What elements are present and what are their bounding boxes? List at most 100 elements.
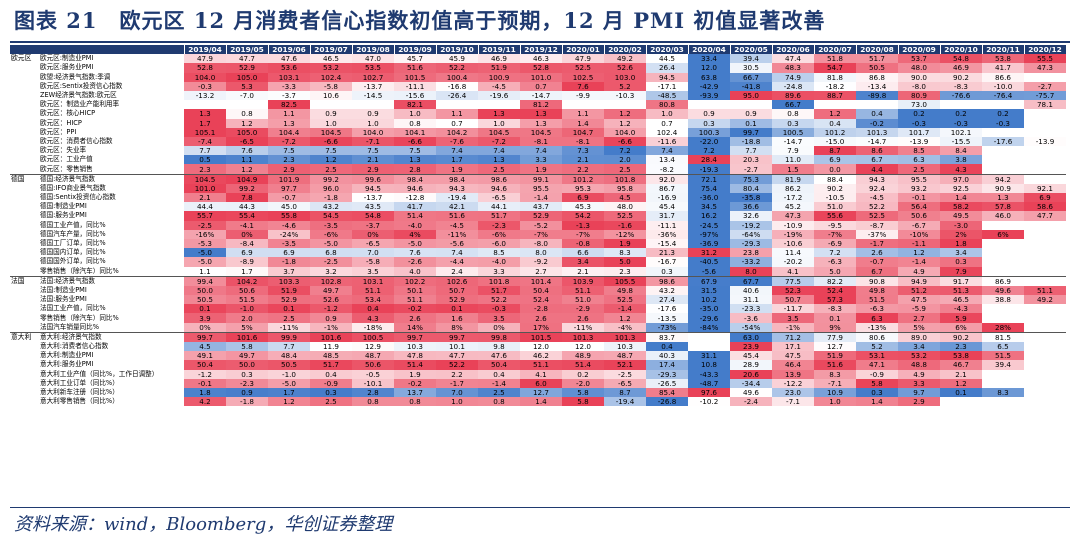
value-cell: 49.7	[310, 285, 352, 296]
value-cell: 0.9	[688, 109, 730, 119]
value-cell: -11.6	[646, 136, 688, 147]
indicator-label: 德国:IFO商业景气指数	[40, 183, 106, 192]
value-cell: -4.5	[436, 220, 478, 230]
value-cell: 98.6	[646, 275, 688, 286]
month-header: 2019/06	[268, 45, 311, 55]
value-cell: 1.0	[394, 109, 436, 119]
value-cell: -18%	[352, 322, 394, 333]
value-cell: 48.7	[604, 351, 646, 361]
value-cell: 2.1	[352, 155, 394, 165]
value-cell: 7.4	[520, 146, 562, 156]
value-cell: 45.3	[562, 202, 604, 212]
value-cell: -84%	[688, 322, 730, 333]
value-cell: 53.6	[268, 63, 310, 73]
value-cell: 2.1	[562, 266, 604, 277]
value-cell: 98.4	[436, 173, 478, 184]
value-cell: 3.4	[562, 257, 604, 267]
value-cell: 104.0	[352, 127, 394, 137]
value-cell: -37%	[856, 229, 898, 239]
value-cell: 77.9	[814, 331, 856, 342]
value-cell: 5.8	[856, 378, 898, 388]
value-cell: 89.0	[898, 331, 940, 342]
value-cell: 0.8	[394, 397, 436, 407]
value-cell: -2.0	[562, 378, 604, 388]
value-cell: 81.2	[520, 100, 562, 110]
value-cell: 33.4	[688, 54, 730, 64]
value-cell: -1%	[310, 322, 352, 333]
value-cell: -3.5	[268, 238, 310, 249]
value-cell: 10.3	[394, 342, 436, 352]
value-cell: -6.7	[898, 220, 940, 230]
value-cell: -10%	[898, 229, 940, 239]
value-cell: 55.7	[184, 211, 226, 221]
value-cell: -4.5	[856, 193, 898, 203]
value-cell: -15.0	[814, 136, 856, 147]
value-cell: 47.5	[772, 351, 814, 361]
value-cell: 1.6	[436, 313, 478, 323]
value-cell: 67.9	[688, 275, 730, 286]
value-cell: -6.6	[604, 136, 646, 147]
value-cell: -4.3	[940, 304, 982, 314]
value-cell: 8.4	[940, 146, 982, 156]
value-cell: 1.3	[520, 118, 562, 128]
value-cell: 82.5	[268, 100, 310, 110]
value-cell: 47.9	[562, 54, 604, 64]
table-header-row: 2019/04 2019/05 2019/06 2019/07 2019/08 2019/…	[10, 45, 1067, 55]
value-cell: 46.0	[982, 211, 1024, 221]
table-row: 意大利:消费者信心指数 4.5 5.8 7.7 11.9 12.9 10.3 10.1 9.8 1…	[10, 342, 1066, 352]
value-cell: -23.3	[730, 304, 772, 314]
value-cell	[1024, 397, 1066, 406]
value-cell: -3.7	[352, 220, 394, 230]
value-cell: -5.8	[352, 257, 394, 267]
value-cell: 6.9	[226, 248, 268, 258]
month-header: 2020/10	[940, 45, 983, 55]
value-cell: -8.0	[520, 238, 562, 249]
value-cell: 47.9	[184, 54, 226, 64]
value-cell: 7.6	[394, 248, 436, 258]
value-cell: 4.3	[940, 164, 982, 175]
value-cell: 6.5	[982, 342, 1024, 352]
value-cell: -2.5	[184, 220, 226, 230]
table-row: 欧元区:服务业PMI 52.8 52.9 53.6 53.2 53.5 51.6 52.2 51…	[10, 63, 1066, 73]
value-cell: -5.0	[394, 238, 436, 249]
value-cell: -26.4	[436, 90, 478, 101]
table-row: 法国 法国:经济景气指数 99.4 104.2 103.3 102.8 103.1 102.2…	[10, 275, 1066, 333]
month-header: 2020/01	[562, 45, 605, 55]
value-cell: -1.4	[898, 257, 940, 267]
value-cell: 104.1	[394, 127, 436, 137]
value-cell: 40.6	[730, 285, 772, 296]
value-cell: 13.9	[772, 369, 814, 379]
indicator-label: ZEW经济景气指数:欧元区	[40, 91, 117, 100]
value-cell: 94.9	[898, 275, 940, 286]
value-cell: 52.9	[268, 295, 310, 305]
value-cell: 102.4	[646, 127, 688, 137]
value-cell: 66.7	[772, 100, 814, 110]
value-cell: 47.8	[394, 351, 436, 361]
month-header: 2020/03	[646, 45, 689, 55]
value-cell	[1024, 248, 1066, 257]
value-cell: 99.1	[520, 173, 562, 184]
value-cell: 52.2	[856, 202, 898, 212]
value-cell: 55.8	[268, 211, 310, 221]
value-cell	[1024, 304, 1066, 313]
value-cell: -18.8	[730, 136, 772, 147]
value-cell: -35.8	[730, 193, 772, 203]
value-cell: 8.7	[814, 146, 856, 156]
value-cell: -75.7	[1024, 90, 1066, 101]
value-cell: 8.3	[814, 369, 856, 379]
value-cell: 94.3	[856, 173, 898, 184]
indicator-label: 法国:制造业PMI	[40, 285, 87, 294]
value-cell: 2.3	[940, 342, 982, 352]
value-cell: 6.9	[1024, 193, 1066, 203]
value-cell: -0.7	[268, 193, 310, 203]
value-cell: 1.0	[310, 118, 352, 128]
table-row: 欧元区：HICP 1.7 1.2 1.3 1.0 1.0 0.8 0.7 1.0 1.3 1.4 1.…	[10, 118, 1066, 128]
indicator-label: 德国工业产值，同比%	[40, 220, 106, 229]
value-cell: 50.6	[226, 285, 268, 296]
value-cell: 49.2	[604, 54, 646, 64]
value-cell: 99.2	[310, 173, 352, 184]
value-cell: -29.3	[646, 369, 688, 379]
value-cell: 1.2	[268, 397, 310, 407]
value-cell: 28.9	[730, 360, 772, 370]
value-cell: -4.0	[478, 257, 520, 267]
